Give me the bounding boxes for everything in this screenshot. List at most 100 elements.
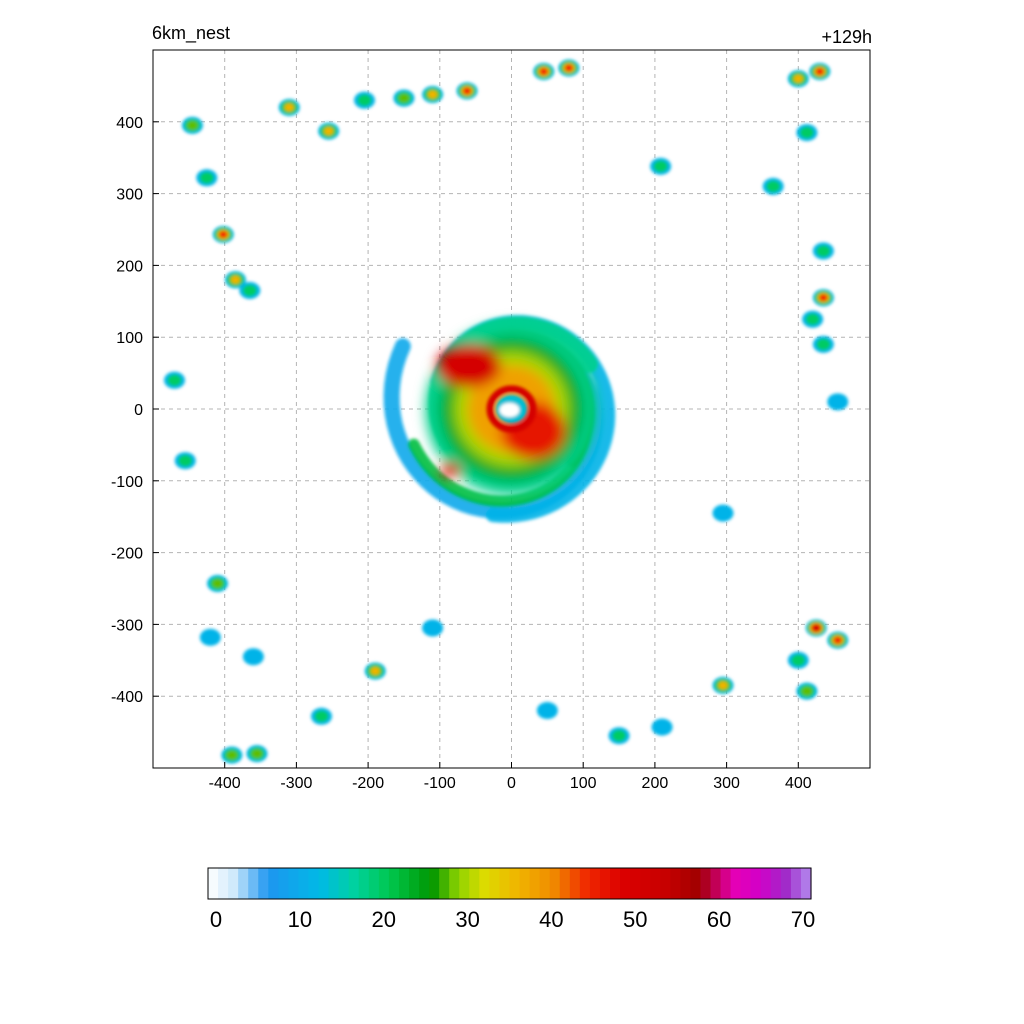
convective-cell [221, 746, 243, 764]
colorbar-swatch [378, 868, 390, 899]
convective-cell [422, 86, 444, 104]
cell-contour [314, 710, 329, 723]
cell-contour [226, 750, 238, 760]
cell-contour [199, 628, 221, 646]
cell-contour [251, 749, 263, 759]
cell-contour [827, 393, 849, 411]
convective-cell [787, 70, 809, 88]
x-tick-label: -300 [280, 775, 312, 792]
colorbar-swatch [218, 868, 229, 899]
cell-contour [370, 667, 380, 675]
y-tick-label: -100 [111, 474, 143, 491]
cell-contour [178, 454, 193, 467]
colorbar-swatch [368, 868, 380, 899]
convective-cell [536, 702, 558, 720]
colorbar-tick-label: 50 [623, 907, 647, 932]
colorbar-swatch [599, 868, 611, 899]
y-tick-label: -400 [111, 689, 143, 706]
convective-cell [558, 59, 580, 77]
forecast-hour-label: +129h [821, 27, 872, 47]
colorbar-swatch [760, 868, 772, 899]
colorbar-swatch [640, 868, 651, 899]
colorbar-swatch [569, 868, 581, 899]
cell-contour [816, 338, 831, 351]
convective-cell [207, 574, 229, 592]
convective-cell [802, 310, 824, 328]
colorbar-swatch [208, 868, 219, 899]
colorbar-swatch [700, 868, 712, 899]
convective-cell [456, 82, 478, 100]
colorbar-swatch [308, 868, 320, 899]
convective-cell [805, 619, 827, 637]
colorbar-swatch [610, 868, 621, 899]
colorbar-tick-label: 70 [791, 907, 815, 932]
colorbar-swatch [248, 868, 259, 899]
cell-contour [793, 74, 803, 83]
convective-cell [393, 89, 415, 107]
convective-cell [608, 727, 630, 745]
colorbar-tick-label: 60 [707, 907, 731, 932]
colorbar-swatch [660, 868, 671, 899]
convective-cell [812, 335, 834, 353]
y-tick-label: 400 [116, 115, 143, 132]
convective-cell [364, 662, 386, 680]
cell-contour [536, 702, 558, 720]
convective-cell [212, 226, 234, 244]
colorbar-tick-label: 40 [539, 907, 563, 932]
colorbar-swatch [338, 868, 350, 899]
colorbar-swatch [800, 868, 812, 899]
cell-contour [230, 275, 240, 284]
x-tick-label: -100 [424, 775, 456, 792]
cell-contour [422, 619, 444, 637]
cell-contour [833, 636, 842, 644]
x-tick-label: -200 [352, 775, 384, 792]
colorbar-swatch [680, 868, 691, 899]
cell-contour [712, 504, 734, 522]
convective-cell [650, 157, 672, 175]
cell-contour [651, 718, 673, 736]
cell-contour [284, 103, 294, 112]
cell-contour [653, 160, 668, 173]
colorbar-swatch [790, 868, 802, 899]
convective-cell [796, 682, 818, 700]
colorbar-swatch [429, 868, 440, 899]
convective-cells [164, 59, 849, 764]
y-tick-label: 200 [116, 258, 143, 275]
cell-contour [219, 231, 228, 238]
convective-cell [278, 98, 300, 116]
colorbar-swatch [469, 868, 480, 899]
cell-contour [816, 245, 831, 257]
x-tick-label: 0 [507, 775, 516, 792]
cell-contour [428, 90, 438, 99]
colorbar-swatch [268, 868, 279, 899]
cell-contour [791, 654, 806, 666]
colorbar-swatch [419, 868, 430, 899]
colorbar-swatch [288, 868, 300, 899]
convective-cell [787, 651, 809, 669]
convective-cell [762, 177, 784, 195]
colorbar-frame [207, 867, 812, 900]
convective-cell [181, 116, 203, 134]
colorbar-swatch [328, 868, 340, 899]
colorbar-swatch [509, 868, 521, 899]
convective-cell [422, 619, 444, 637]
cell-contour [718, 681, 728, 690]
reflectivity-field [164, 59, 849, 764]
colorbar-swatch [258, 868, 269, 899]
colorbar-swatch [670, 868, 681, 899]
colorbar-swatch [630, 868, 641, 899]
colorbar-swatch [479, 868, 490, 899]
cell-contour [324, 127, 334, 135]
x-tick-label: -400 [209, 775, 241, 792]
colorbar-swatch [549, 868, 561, 899]
cell-contour [766, 180, 781, 193]
colorbar-swatch [318, 868, 330, 899]
colorbar-swatch [499, 868, 511, 899]
convective-cell [239, 282, 261, 300]
convective-cell [796, 124, 818, 142]
colorbar-swatch [388, 868, 400, 899]
cell-contour [801, 686, 813, 696]
colorbar-swatch [409, 868, 420, 899]
convective-cell [174, 452, 196, 470]
cell-contour [167, 374, 182, 386]
